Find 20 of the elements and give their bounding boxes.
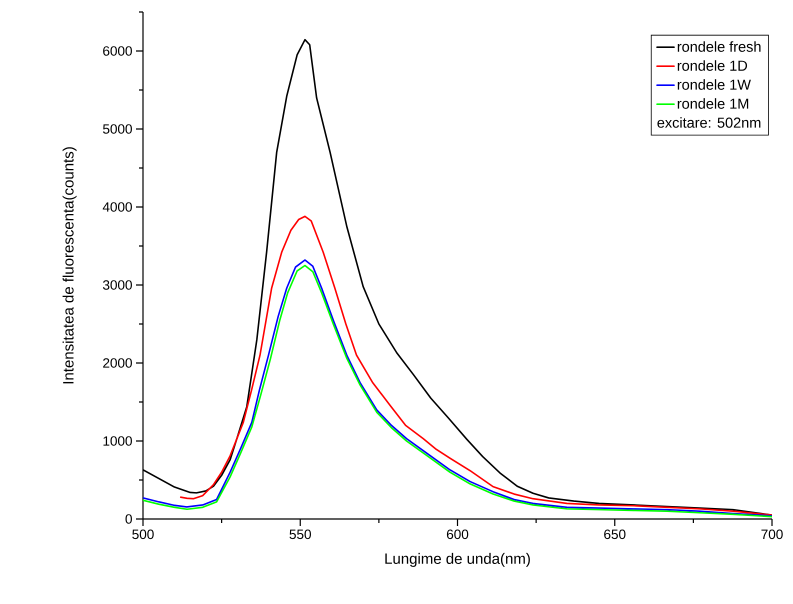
y-tick-label: 5000 <box>102 124 132 134</box>
x-tick-label: 550 <box>290 530 311 540</box>
x-axis-title: Lungime de unda(nm) <box>385 552 530 567</box>
x-tick-label: 700 <box>761 530 783 540</box>
legend-label: rondele 1D <box>678 60 748 71</box>
y-tick-label: 2000 <box>103 358 132 368</box>
legend-label: rondele fresh <box>678 41 760 52</box>
x-tick-label: 500 <box>132 530 154 540</box>
annotation: excitare: 502nm <box>657 117 760 128</box>
y-tick-label: 3000 <box>102 280 132 290</box>
x-tick-label: 600 <box>446 530 468 540</box>
y-tick-label: 1000 <box>103 436 132 446</box>
x-tick-label: 650 <box>604 530 626 540</box>
y-tick-label: 6000 <box>103 46 132 56</box>
legend-label: rondele 1M <box>678 98 748 109</box>
y-tick-label: 4000 <box>102 202 132 212</box>
y-tick-label: 0 <box>126 514 132 524</box>
legend-label: rondele 1W <box>678 79 751 90</box>
line-series <box>180 216 772 516</box>
y-axis-title: Intensitatea de fluorescenta(counts) <box>62 147 77 384</box>
